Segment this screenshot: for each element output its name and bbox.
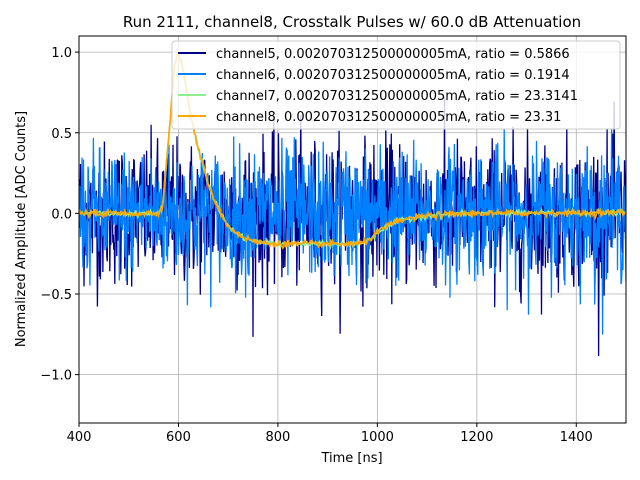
y-tick-label: −1.0 bbox=[40, 369, 72, 384]
chart-title: Run 2111, channel8, Crosstalk Pulses w/ … bbox=[123, 13, 581, 31]
y-tick-label: 1.0 bbox=[51, 46, 72, 61]
y-tick-label: 0.5 bbox=[51, 127, 72, 142]
x-tick-label: 600 bbox=[166, 430, 191, 445]
x-tick-label: 800 bbox=[265, 430, 290, 445]
x-tick-label: 1200 bbox=[460, 430, 493, 445]
legend-label: channel7, 0.002070312500000005mA, ratio … bbox=[216, 89, 578, 104]
legend-box bbox=[171, 40, 621, 130]
legend-label: channel5, 0.002070312500000005mA, ratio … bbox=[216, 47, 570, 62]
series-line-channel6 bbox=[79, 128, 626, 335]
y-tick-label: −0.5 bbox=[40, 288, 72, 303]
legend-label: channel6, 0.002070312500000005mA, ratio … bbox=[216, 68, 570, 83]
y-axis-ticks: −1.0 −0.5 0.0 0.5 1.0 bbox=[40, 46, 79, 384]
series-layer bbox=[79, 50, 626, 357]
y-axis-label: Normalized Amplitude [ADC Counts] bbox=[14, 111, 29, 347]
x-tick-label: 400 bbox=[67, 430, 92, 445]
plot-frame bbox=[78, 35, 627, 424]
legend: channel5, 0.002070312500000005mA, ratio … bbox=[171, 40, 621, 130]
y-tick-label: 0.0 bbox=[51, 207, 72, 222]
x-axis-ticks: 400 600 800 1000 1200 1400 bbox=[67, 423, 593, 445]
series-line-channel8 bbox=[79, 50, 626, 250]
x-axis-label: Time [ns] bbox=[320, 451, 382, 466]
x-tick-label: 1400 bbox=[560, 430, 593, 445]
x-tick-label: 1000 bbox=[361, 430, 394, 445]
legend-label: channel8, 0.002070312500000005mA, ratio … bbox=[216, 110, 561, 125]
